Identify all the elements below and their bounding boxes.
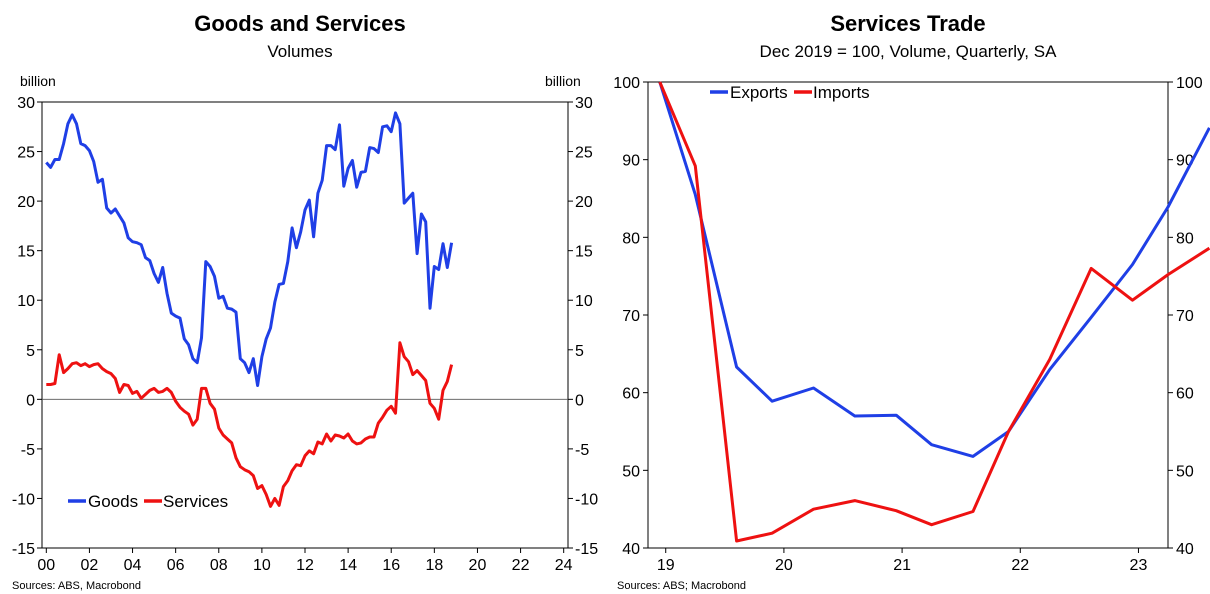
x-tick-label: 06 <box>167 557 185 574</box>
x-tick-label: 23 <box>1130 557 1148 574</box>
y-tick-label-right: 40 <box>1176 541 1194 558</box>
y-tick-label-right: 30 <box>575 95 593 112</box>
left-chart-subtitle: Volumes <box>267 42 332 61</box>
series-line-services <box>46 341 454 508</box>
y-tick-label-left: 25 <box>17 145 35 162</box>
x-tick-label: 02 <box>81 557 99 574</box>
y-tick-label-left: 5 <box>26 343 35 360</box>
y-tick-label-right: 0 <box>575 392 584 409</box>
y-tick-label-right: 80 <box>1176 230 1194 247</box>
x-tick-label: 24 <box>555 557 573 574</box>
y-tick-label-right: 60 <box>1176 386 1194 403</box>
right-chart-title: Services Trade <box>830 11 985 36</box>
y-tick-label-left: 90 <box>622 153 640 170</box>
x-tick-label: 22 <box>1011 557 1029 574</box>
y-tick-label-right: 10 <box>575 293 593 310</box>
x-tick-label: 14 <box>339 557 357 574</box>
left-axis-unit: billion <box>20 73 56 89</box>
left-legend: Goods Services <box>68 492 228 511</box>
y-tick-label-left: 50 <box>622 463 640 480</box>
series-line-exports <box>658 81 1210 458</box>
right-axis-unit: billion <box>545 73 581 89</box>
right-chart-series <box>658 81 1210 543</box>
y-tick-label-right: 100 <box>1176 75 1203 92</box>
legend-label-imports: Imports <box>813 83 870 102</box>
series-line-imports <box>658 81 1210 543</box>
y-tick-label-right: -10 <box>575 491 598 508</box>
x-tick-label: 22 <box>512 557 530 574</box>
services-trade-panel: Services Trade Dec 2019 = 100, Volume, Q… <box>613 11 1210 592</box>
x-tick-label: 04 <box>124 557 142 574</box>
y-tick-label-left: 80 <box>622 230 640 247</box>
left-chart-title: Goods and Services <box>194 11 406 36</box>
left-chart-series <box>45 111 454 508</box>
y-tick-label-left: 10 <box>17 293 35 310</box>
x-tick-label: 08 <box>210 557 228 574</box>
legend-label-goods: Goods <box>88 492 138 511</box>
y-tick-label-right: 5 <box>575 343 584 360</box>
y-tick-label-left: 70 <box>622 308 640 325</box>
left-chart-source: Sources: ABS, Macrobond <box>12 580 141 592</box>
y-tick-label-right: 70 <box>1176 308 1194 325</box>
series-line-goods <box>45 111 454 387</box>
x-tick-label: 10 <box>253 557 271 574</box>
right-chart-source: Sources: ABS; Macrobond <box>617 580 746 592</box>
x-tick-label: 16 <box>382 557 400 574</box>
x-tick-label: 00 <box>37 557 55 574</box>
x-tick-label: 18 <box>425 557 443 574</box>
x-tick-label: 21 <box>893 557 911 574</box>
right-chart-subtitle: Dec 2019 = 100, Volume, Quarterly, SA <box>760 42 1058 61</box>
x-tick-label: 20 <box>469 557 487 574</box>
y-tick-label-left: -10 <box>12 491 35 508</box>
y-tick-label-right: 25 <box>575 145 593 162</box>
legend-label-exports: Exports <box>730 83 788 102</box>
y-tick-label-right: -15 <box>575 541 598 558</box>
y-tick-label-left: 0 <box>26 392 35 409</box>
plot-frame <box>41 101 569 549</box>
y-tick-label-left: -5 <box>21 442 35 459</box>
y-tick-label-left: 30 <box>17 95 35 112</box>
y-tick-label-right: 15 <box>575 244 593 261</box>
y-tick-label-right: -5 <box>575 442 589 459</box>
y-tick-label-left: -15 <box>12 541 35 558</box>
y-tick-label-left: 100 <box>613 75 640 92</box>
y-tick-label-right: 50 <box>1176 463 1194 480</box>
goods-services-panel: Goods and Services Volumes billion billi… <box>12 11 598 592</box>
y-tick-label-left: 20 <box>17 194 35 211</box>
plot-frame <box>647 81 1169 549</box>
legend-label-services: Services <box>163 492 228 511</box>
y-tick-label-left: 40 <box>622 541 640 558</box>
right-legend: Exports Imports <box>710 83 870 102</box>
x-tick-label: 12 <box>296 557 314 574</box>
y-tick-label-left: 60 <box>622 386 640 403</box>
x-tick-label: 19 <box>657 557 675 574</box>
y-tick-label-right: 20 <box>575 194 593 211</box>
x-tick-label: 20 <box>775 557 793 574</box>
y-tick-label-left: 15 <box>17 244 35 261</box>
